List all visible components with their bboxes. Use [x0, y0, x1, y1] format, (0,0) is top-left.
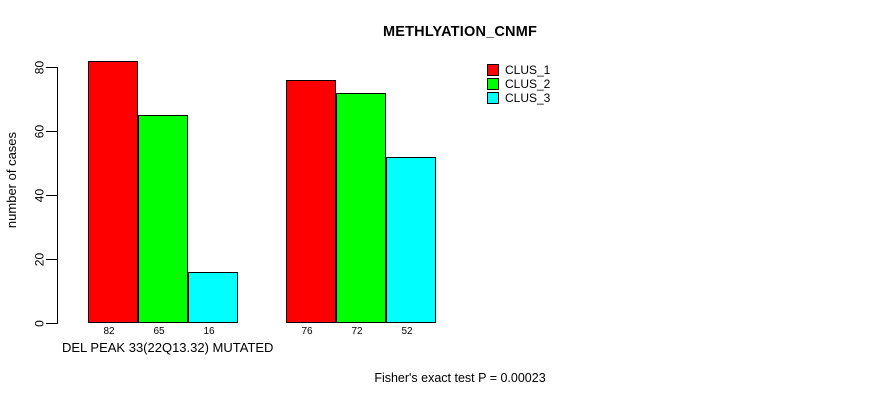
bar-value-label: 82 [103, 326, 115, 337]
legend-swatch [487, 78, 499, 90]
legend-label: CLUS_1 [505, 63, 551, 77]
y-tick-label: 40 [32, 188, 47, 203]
x-axis-label: DEL PEAK 33(22Q13.32) MUTATED [62, 340, 274, 355]
legend-swatch [487, 64, 499, 76]
bar-value-label: 72 [351, 326, 363, 337]
bar-clus_3-group1 [188, 272, 238, 323]
legend-item: CLUS_2 [487, 77, 550, 91]
legend-label: CLUS_2 [505, 77, 551, 91]
legend-swatch [487, 92, 499, 104]
y-tick-label: 20 [32, 252, 47, 267]
legend-item: CLUS_3 [487, 91, 550, 105]
bar-clus_1-group2 [286, 80, 336, 323]
y-tick-mark [46, 259, 57, 260]
y-axis-line [57, 67, 58, 324]
bar-value-label: 65 [153, 326, 165, 337]
y-tick-mark [46, 131, 57, 132]
annotation-text: Fisher's exact test P = 0.00023 [374, 371, 546, 385]
bar-value-label: 16 [203, 326, 215, 337]
y-tick-mark [46, 195, 57, 196]
legend-item: CLUS_1 [487, 63, 550, 77]
bar-value-label: 76 [301, 326, 313, 337]
y-tick-mark [46, 67, 57, 68]
bar-value-label: 52 [401, 326, 413, 337]
y-axis-label: number of cases [4, 131, 19, 229]
y-tick-label: 80 [32, 60, 47, 75]
legend-label: CLUS_3 [505, 91, 551, 105]
legend: CLUS_1 CLUS_2 CLUS_3 [487, 63, 550, 105]
y-tick-label: 0 [32, 320, 47, 327]
bar-clus_2-group2 [336, 93, 386, 323]
chart-title: METHLYATION_CNMF [382, 24, 538, 40]
bar-clus_1-group1 [88, 61, 138, 323]
bar-clus_2-group1 [138, 115, 188, 323]
y-tick-label: 60 [32, 124, 47, 139]
y-tick-mark [46, 323, 57, 324]
bar-clus_3-group2 [386, 157, 436, 323]
